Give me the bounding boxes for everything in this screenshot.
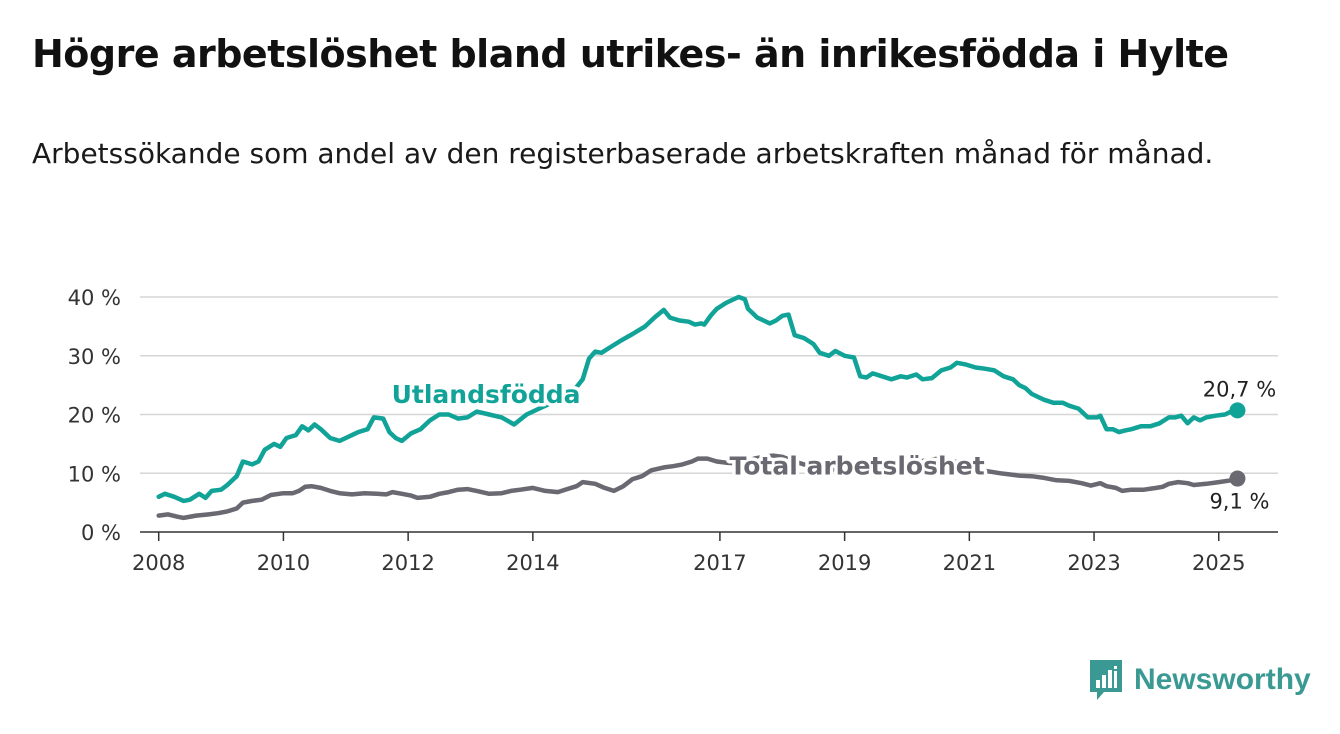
y-tick-label: 30 % [68,345,121,369]
x-tick-label: 2021 [943,551,996,575]
y-axis-ticks: 0 % 10 % 20 % 30 % 40 % [68,286,121,545]
x-tick-label: 2014 [506,551,559,575]
x-tick-label: 2010 [257,551,310,575]
series-name-label-utlandsf-dda: Utlandsfödda [392,380,581,409]
brand-name: Newsworthy [1134,663,1311,696]
end-value-label-total-arbetsl-shet: 9,1 % [1209,490,1269,514]
x-axis-ticks: 2008 2010 2012 2014 2017 2019 2021 2023 2025 [132,532,1245,575]
series-lines [156,294,1246,521]
x-tick-label: 2008 [132,551,185,575]
series-endpoint-total-arbetsl-shet [1229,470,1246,487]
newsworthy-logo-icon [1090,660,1122,700]
y-tick-label: 0 % [81,521,121,545]
end-value-label-utlandsf-dda: 20,7 % [1203,377,1276,401]
brand-logo: Newsworthy [1088,658,1311,702]
y-tick-label: 40 % [68,286,121,310]
chart-subtitle: Arbetssökande som andel av den registerb… [32,137,1214,170]
y-tick-label: 10 % [68,462,121,486]
series-line-total-arbetsl-shet [156,453,1240,521]
x-tick-label: 2019 [818,551,871,575]
x-tick-label: 2023 [1067,551,1120,575]
line-chart: 0 % 10 % 20 % 30 % 40 % 2008 2010 2012 2014 2017… [68,286,1278,575]
series-endpoint-utlandsf-dda [1229,402,1246,419]
x-tick-label: 2012 [381,551,434,575]
series-name-label-total-arbetsl-shet: Total arbetslöshet [729,451,984,480]
chart-title: Högre arbetslöshet bland utrikes- än inr… [32,32,1229,76]
y-tick-label: 20 % [68,404,121,428]
x-tick-label: 2017 [693,551,746,575]
x-tick-label: 2025 [1192,551,1245,575]
series-line-utlandsf-dda [156,294,1240,504]
series-labels: 20,7 % 9,1 % Utlandsfödda Total arbetslöshe… [388,376,1276,514]
gridlines [140,296,1278,533]
